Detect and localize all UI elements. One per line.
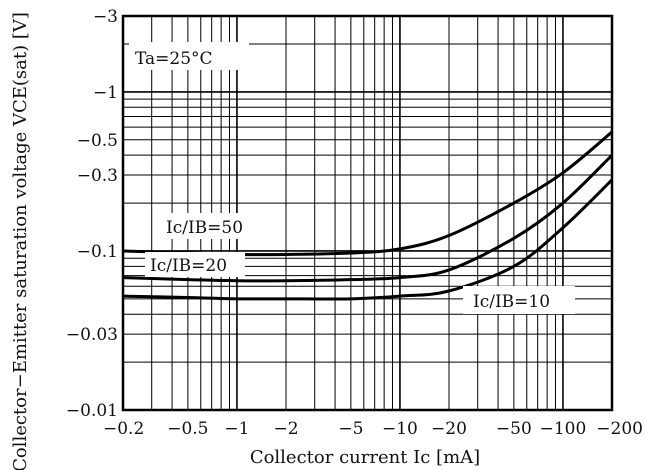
y-tick-label: −0.03	[66, 325, 118, 345]
plot-frame	[121, 14, 614, 412]
series-line-2	[122, 154, 614, 283]
grid-layer	[123, 16, 612, 410]
x-tick-label: −100	[540, 419, 587, 439]
series-label-bg-3	[463, 286, 575, 314]
y-tick-label: −1	[93, 83, 118, 103]
series-label-bg-2	[145, 252, 245, 277]
series-label-3: Ic/IB=10	[473, 292, 550, 312]
x-tick-label: −2	[273, 419, 298, 439]
y-tick-label: −0.3	[77, 166, 118, 186]
x-tick-label: −1	[224, 419, 249, 439]
x-tick-label: −20	[431, 419, 467, 439]
y-tick-label: −3	[93, 7, 118, 27]
series-label-1: Ic/IB=50	[166, 218, 243, 238]
x-tick-label: −5	[338, 419, 363, 439]
y-tick-label: −0.1	[77, 242, 118, 262]
x-tick-label: −10	[382, 419, 418, 439]
series-label-bg-1	[160, 213, 270, 239]
annotations: Ta=25°C Ic/IB=50 Ic/IB=20 Ic/IB=10	[129, 42, 575, 314]
series-line-3	[122, 178, 614, 301]
x-axis-label: Collector current Ic [mA]	[250, 447, 480, 468]
y-axis-label: Collector−Emitter saturation voltage VCE…	[10, 12, 31, 470]
condition-label-bg	[129, 42, 249, 70]
y-tick-label: −0.5	[77, 131, 118, 151]
x-tick-label: −200	[596, 419, 643, 439]
y-tick-label: −0.01	[66, 401, 118, 421]
x-tick-label: −50	[496, 419, 532, 439]
series-label-2: Ic/IB=20	[150, 256, 227, 276]
condition-label: Ta=25°C	[135, 49, 213, 69]
x-tick-label: −0.2	[103, 419, 144, 439]
tick-labels: −0.2 −0.5 −1 −2 −5 −10 −20 −50 −100 −200 −3 −1 −0.5 −…	[66, 7, 643, 439]
x-tick-label: −0.5	[167, 419, 208, 439]
